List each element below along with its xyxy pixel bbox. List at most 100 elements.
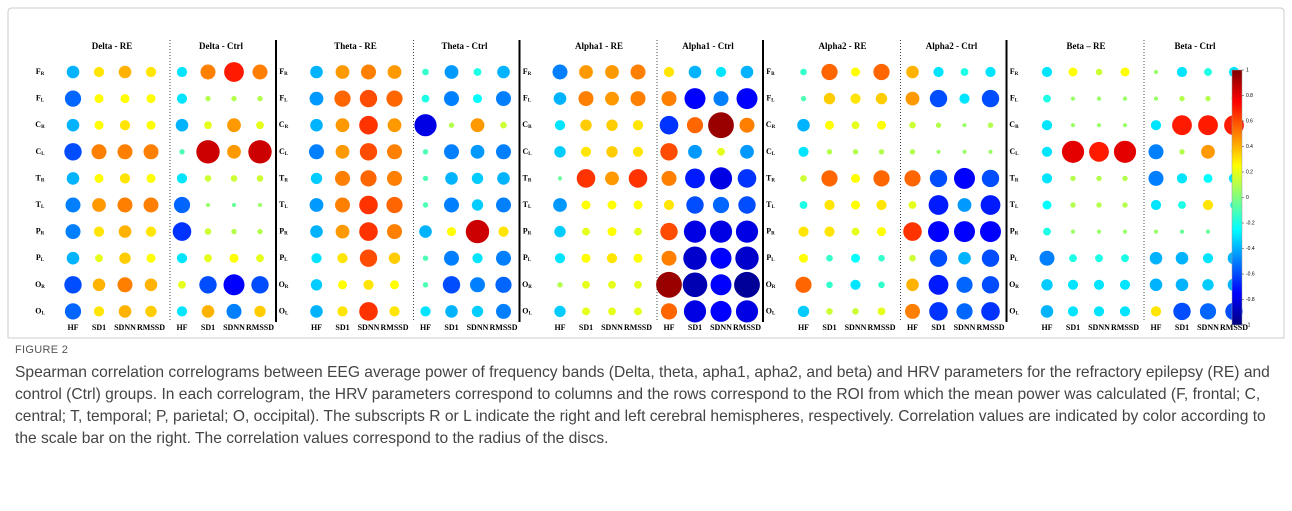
correlation-disc — [715, 66, 727, 78]
correlation-disc — [710, 247, 732, 269]
row-subscript: L — [41, 312, 45, 317]
row-subscript: R — [1015, 232, 1019, 237]
colorbar-tick-label: 0.4 — [1246, 144, 1253, 150]
correlation-disc — [359, 115, 378, 135]
correlation-disc — [933, 66, 944, 78]
correlation-disc — [1122, 96, 1128, 101]
correlation-disc — [799, 253, 808, 263]
correlation-disc — [878, 254, 885, 262]
correlation-disc — [118, 305, 132, 318]
row-label: FL — [279, 93, 288, 103]
correlation-disc — [310, 118, 323, 132]
column-label: RMSSD — [489, 323, 517, 332]
correlation-disc — [172, 222, 192, 241]
correlation-disc — [93, 66, 105, 78]
correlation-disc — [824, 226, 835, 237]
row-letter: C — [35, 120, 41, 129]
correlation-disc — [709, 167, 733, 190]
row-subscript: L — [1015, 99, 1019, 104]
correlation-disc — [685, 168, 705, 189]
row-label: FL — [766, 93, 775, 103]
correlation-disc — [118, 225, 132, 238]
column-label: SD1 — [822, 323, 836, 332]
correlation-disc — [310, 279, 323, 291]
correlation-disc — [557, 282, 563, 288]
row-letter: C — [766, 147, 772, 156]
row-label: CR — [35, 120, 45, 130]
correlation-disc — [335, 144, 350, 159]
correlation-disc — [873, 63, 890, 81]
correlation-disc — [1096, 229, 1102, 234]
colorbar-tick-label: -1 — [1246, 322, 1251, 328]
correlation-disc — [987, 122, 994, 128]
correlation-disc — [310, 225, 323, 238]
correlation-disc — [735, 220, 759, 243]
correlation-disc — [797, 118, 810, 132]
panel-title: Beta – RE — [1067, 41, 1106, 51]
correlation-disc — [1067, 306, 1079, 317]
correlation-disc — [1096, 96, 1102, 101]
row-letter: T — [766, 200, 772, 209]
correlation-disc — [386, 90, 403, 107]
correlation-disc — [607, 227, 617, 237]
row-letter: T — [1010, 200, 1016, 209]
correlation-disc — [1113, 140, 1137, 163]
correlation-disc — [959, 93, 970, 104]
correlation-disc — [980, 221, 1001, 243]
row-label: OR — [522, 280, 532, 290]
correlation-disc — [175, 118, 189, 132]
correlation-disc — [554, 305, 566, 318]
row-subscript: L — [772, 312, 776, 317]
correlation-disc — [472, 253, 483, 264]
row-letter: P — [36, 226, 41, 235]
correlation-disc — [877, 307, 886, 316]
correlation-disc — [553, 198, 567, 212]
row-subscript: R — [285, 125, 289, 130]
panel-title: Alpha1 - RE — [575, 41, 623, 51]
row-subscript: R — [41, 179, 45, 184]
correlation-disc — [388, 252, 401, 264]
column-label: HF — [1041, 323, 1052, 332]
correlation-disc — [686, 117, 704, 134]
correlation-disc — [929, 249, 948, 267]
correlation-disc — [387, 144, 402, 160]
row-letter: F — [766, 67, 771, 76]
correlation-disc — [1202, 279, 1214, 291]
correlation-disc — [554, 120, 566, 131]
correlation-disc — [708, 112, 734, 139]
correlation-disc — [988, 149, 993, 154]
row-letter: F — [36, 93, 41, 102]
colorbar-tick-label: -0.8 — [1246, 297, 1255, 303]
correlation-disc — [985, 66, 996, 78]
figure-label: FIGURE 2 — [15, 344, 69, 356]
correlation-disc — [94, 120, 104, 130]
correlation-disc — [1172, 115, 1192, 136]
column-label: RMSSD — [867, 323, 895, 332]
correlation-disc — [224, 62, 244, 82]
correlation-disc — [64, 276, 82, 294]
row-subscript: R — [41, 72, 45, 77]
correlation-disc — [735, 300, 759, 323]
column-label: SDNN — [467, 323, 489, 332]
correlation-disc — [201, 305, 215, 318]
row-subscript: R — [41, 232, 45, 237]
column-label: SDNN — [954, 323, 976, 332]
correlation-disc — [473, 94, 482, 104]
row-label: CL — [35, 147, 45, 157]
row-label: CR — [1009, 120, 1019, 130]
correlation-disc — [230, 175, 238, 182]
correlation-disc — [64, 143, 82, 161]
column-label: SD1 — [201, 323, 215, 332]
column-label: SDNN — [1088, 323, 1110, 332]
correlation-disc — [851, 253, 860, 263]
row-label: CL — [522, 147, 532, 157]
correlation-disc — [554, 253, 566, 264]
correlation-disc — [337, 306, 348, 317]
correlation-disc — [1150, 306, 1162, 317]
correlation-disc — [118, 65, 132, 79]
correlation-disc — [94, 173, 104, 183]
correlation-disc — [310, 172, 323, 185]
row-subscript: R — [284, 232, 288, 237]
panel-title: Theta - Ctrl — [442, 41, 488, 51]
